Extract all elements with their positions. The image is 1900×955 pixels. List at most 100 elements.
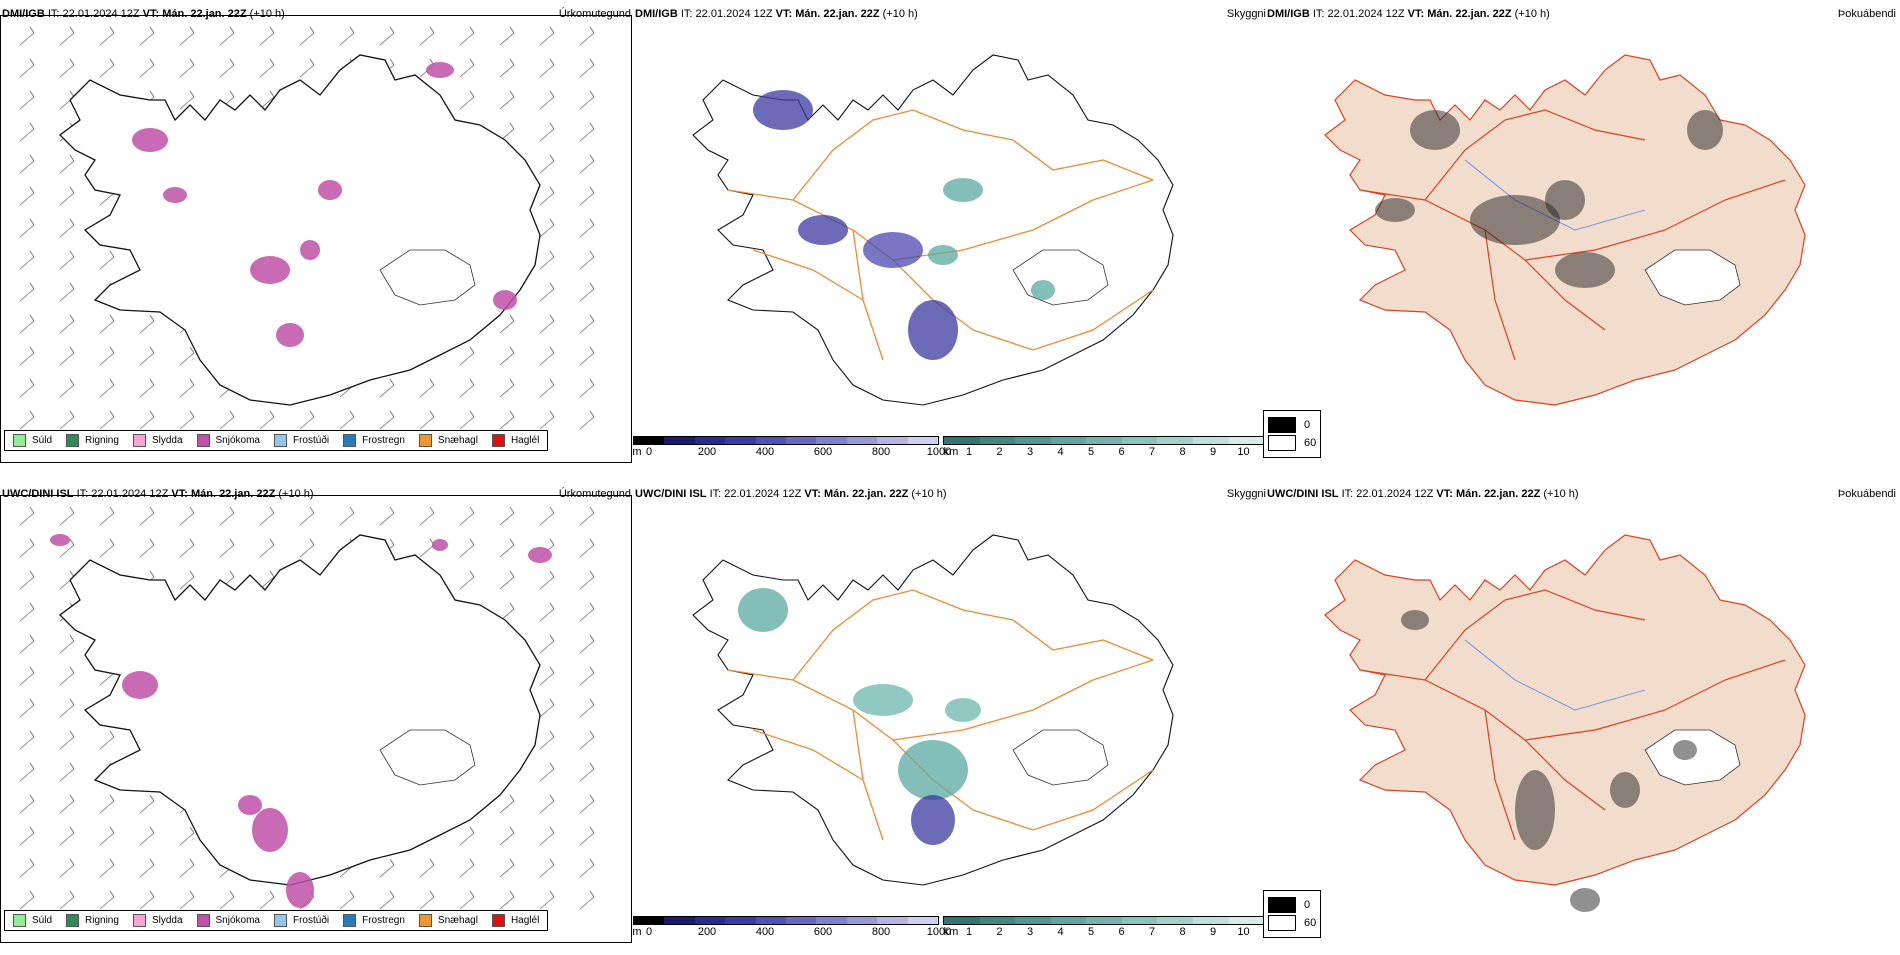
header-lead: (+10 h) bbox=[278, 488, 314, 500]
ceiling-swatch bbox=[877, 917, 908, 924]
visibility-swatch bbox=[979, 437, 1016, 444]
wind-barb bbox=[579, 794, 595, 814]
header-vt-value: Mán. 22.jan. 22Z bbox=[1455, 488, 1541, 500]
ceiling-swatch bbox=[664, 437, 695, 444]
ceiling-swatch bbox=[877, 437, 908, 444]
ceiling-swatch bbox=[786, 917, 817, 924]
visibility-tick: 9 bbox=[1209, 926, 1217, 938]
header-vt-label: VT: bbox=[171, 488, 188, 500]
ceiling-swatch bbox=[694, 917, 726, 924]
header-it-value: 22.01.2024 12Z bbox=[724, 488, 802, 500]
snow-area bbox=[132, 128, 168, 152]
header-vt-value: Mán. 22.jan. 22Z bbox=[823, 488, 909, 500]
wind-barb bbox=[19, 346, 35, 366]
fog-legend-label: 60 bbox=[1304, 917, 1317, 929]
fog-legend-swatch bbox=[1268, 897, 1296, 913]
ceiling-tick: 200 bbox=[697, 926, 717, 938]
visibility-swatch bbox=[1086, 437, 1122, 444]
wind-barb bbox=[99, 58, 115, 78]
wind-barb bbox=[139, 794, 155, 814]
visibility-swatch bbox=[1050, 437, 1087, 444]
wind-barb bbox=[299, 26, 315, 46]
legend-item: Snjókoma bbox=[196, 914, 260, 927]
fog-area bbox=[1673, 740, 1697, 760]
legend-label: Frostúði bbox=[292, 435, 330, 446]
wind-barb bbox=[179, 26, 195, 46]
wind-barb bbox=[499, 378, 515, 398]
visibility-tick: 1 bbox=[965, 446, 973, 458]
legend-item: Súld bbox=[13, 914, 52, 927]
legend-label: Rigning bbox=[85, 435, 119, 446]
visibility-tick: 1 bbox=[965, 926, 973, 938]
header-vt-value: Mán. 22.jan. 22Z bbox=[162, 8, 247, 20]
road bbox=[1359, 189, 1606, 331]
wind-barb bbox=[459, 346, 475, 366]
ceiling-swatch bbox=[725, 437, 756, 444]
wind-barb bbox=[59, 698, 75, 718]
wind-barb bbox=[99, 506, 115, 526]
wind-barb bbox=[59, 506, 75, 526]
snow-area bbox=[432, 539, 448, 551]
visibility-ticks: km 1 2 3 4 5 6 7 8 9 10 bbox=[943, 925, 1265, 939]
run-header: UWC/DINI ISL IT: 22.01.2024 12Z VT: Mán.… bbox=[635, 488, 947, 500]
run-header: UWC/DINI ISL IT: 22.01.2024 12Z VT: Mán.… bbox=[1267, 488, 1579, 500]
road bbox=[1484, 709, 1516, 841]
wind-barb bbox=[19, 26, 35, 46]
header-vt-label: VT: bbox=[1407, 8, 1425, 20]
wind-barb bbox=[59, 410, 75, 430]
fog-legend-row: 60 bbox=[1268, 435, 1316, 451]
road bbox=[1359, 669, 1606, 811]
wind-barb bbox=[19, 250, 35, 270]
run-header: DMI/IGB IT: 22.01.2024 12Z VT: Mán. 22.j… bbox=[2, 8, 285, 20]
legend-swatch bbox=[13, 914, 26, 927]
low-visibility-area bbox=[911, 795, 955, 845]
legend-item: Snæhagl bbox=[418, 434, 478, 447]
road bbox=[752, 249, 864, 301]
ceiling-tick: 400 bbox=[755, 446, 775, 458]
wind-barb bbox=[19, 602, 35, 622]
snow-area bbox=[276, 323, 304, 347]
wind-barb bbox=[259, 410, 275, 430]
legend-label: Frostregn bbox=[362, 915, 405, 926]
snow-area bbox=[50, 534, 70, 546]
legend-swatch bbox=[491, 914, 505, 927]
low-visibility-area bbox=[1031, 280, 1055, 300]
ceiling-swatch bbox=[846, 917, 878, 924]
ceiling-unit: m bbox=[632, 926, 642, 938]
wind-barb bbox=[539, 58, 555, 78]
header-model: UWC/DINI ISL bbox=[2, 488, 74, 500]
header-vt-label: VT: bbox=[804, 488, 821, 500]
visibility-tick: 2 bbox=[996, 926, 1003, 938]
wind-barb bbox=[339, 890, 355, 910]
wind-barb bbox=[19, 858, 35, 878]
visibility-tick: 9 bbox=[1209, 446, 1217, 458]
wind-barb bbox=[339, 410, 355, 430]
wind-barb bbox=[179, 58, 195, 78]
wind-barb bbox=[19, 538, 35, 558]
header-model: UWC/DINI ISL bbox=[1267, 488, 1339, 500]
road bbox=[1424, 589, 1646, 681]
wind-barb bbox=[179, 410, 195, 430]
low-visibility-area bbox=[863, 232, 923, 268]
road bbox=[1012, 139, 1154, 181]
road bbox=[972, 769, 1154, 831]
wind-barb bbox=[139, 858, 155, 878]
legend-swatch bbox=[13, 434, 26, 447]
wind-barb bbox=[459, 378, 475, 398]
legend-item: Súld bbox=[13, 434, 52, 447]
wind-barb bbox=[259, 890, 275, 910]
wind-barb bbox=[59, 314, 75, 334]
wind-barb bbox=[99, 858, 115, 878]
visibility-tick: 5 bbox=[1087, 446, 1095, 458]
iceland-land bbox=[1324, 534, 1806, 886]
wind-barb bbox=[539, 154, 555, 174]
fog-area bbox=[1570, 888, 1600, 912]
fog-legend-label: 0 bbox=[1304, 419, 1311, 431]
wind-barb bbox=[539, 90, 555, 110]
legend-item: Frostúði bbox=[273, 914, 329, 927]
wind-barb bbox=[19, 570, 35, 590]
precip-legend: Súld Rigning Slydda Snjókoma Frostúði Frostre… bbox=[4, 430, 549, 451]
fog-area bbox=[1545, 180, 1585, 220]
road bbox=[1524, 659, 1786, 741]
wind-barb bbox=[59, 250, 75, 270]
